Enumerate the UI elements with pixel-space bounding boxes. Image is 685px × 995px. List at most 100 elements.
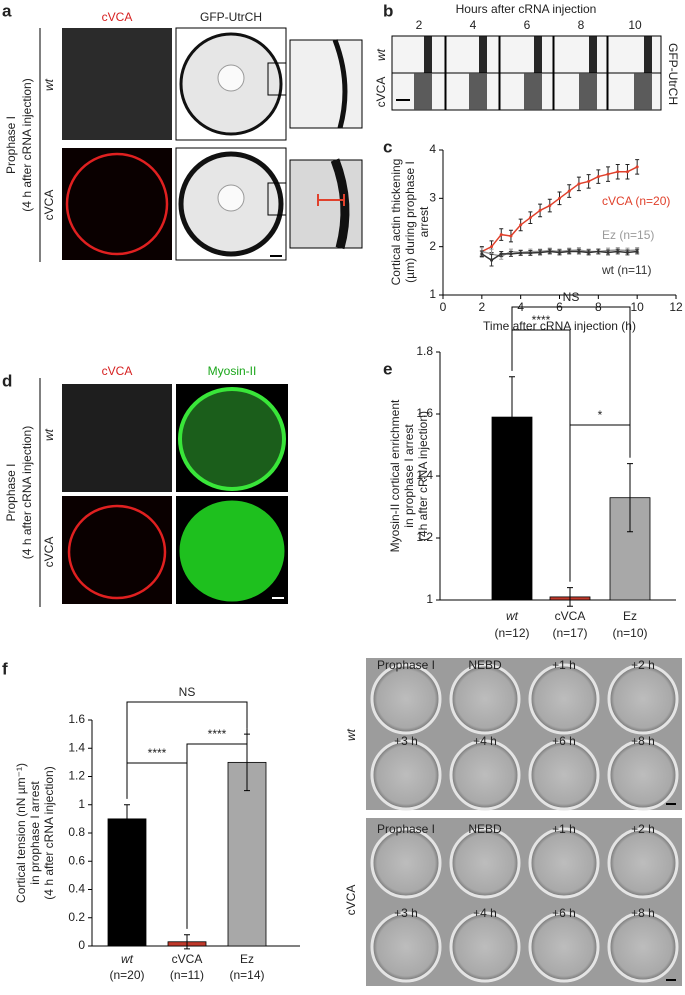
- significance-bracket: [126, 701, 248, 799]
- y-axis-label: Cortical tension (nN µm⁻¹): [14, 763, 28, 903]
- hour-label: 8: [578, 18, 585, 32]
- time-label: +4 h: [473, 906, 497, 920]
- time-label: NEBD: [468, 658, 502, 672]
- oocyte-dic: [449, 739, 521, 811]
- zoom-cortex: [332, 39, 348, 129]
- channel-label: GFP-UtrCH: [200, 10, 262, 24]
- significance-label: *: [598, 408, 603, 422]
- oocyte-myosin: [179, 500, 285, 602]
- point: [567, 189, 571, 193]
- nucleus: [217, 184, 245, 212]
- oocyte-dic: [528, 911, 600, 983]
- kymo-cortex: [634, 73, 652, 110]
- kymo-cortex: [534, 36, 542, 73]
- oocyte-dic: [370, 663, 442, 735]
- point: [490, 245, 494, 249]
- panel-letter: a: [2, 1, 12, 20]
- point: [606, 250, 610, 254]
- oocyte-dic: [370, 739, 442, 811]
- kymo-cortex: [644, 36, 652, 73]
- x-axis-label: Time after cRNA injection (h): [483, 319, 636, 333]
- y-tick-label: 1.4: [68, 740, 85, 754]
- row-label: wt: [374, 48, 388, 61]
- hour-label: 10: [628, 18, 642, 32]
- panel-letter: c: [383, 137, 392, 156]
- kymo-image: [499, 35, 554, 74]
- hour-label: 6: [524, 18, 531, 32]
- x-tick-label: wt: [506, 609, 519, 623]
- y-tick-label: 1: [429, 287, 436, 301]
- panel-letter: d: [2, 371, 12, 390]
- x-tick-sublabel: (n=10): [612, 626, 647, 640]
- time-label: +3 h: [394, 906, 418, 920]
- point: [558, 196, 561, 200]
- point: [587, 250, 591, 254]
- panel-letter: f: [2, 659, 8, 678]
- significance-bracket: [186, 728, 248, 929]
- significance-label: NS: [563, 290, 580, 304]
- row-label: wt: [42, 428, 56, 441]
- row-label: cVCA: [42, 190, 56, 221]
- image-red: [62, 148, 172, 260]
- point: [635, 165, 639, 169]
- oocyte-dic: [607, 739, 679, 811]
- kymo-image: [553, 35, 608, 74]
- oocyte-dic: [449, 911, 521, 983]
- condition-label: Prophase I: [4, 116, 18, 174]
- hour-label: 2: [416, 18, 423, 32]
- error-bar: [627, 463, 633, 533]
- nucleus: [217, 64, 245, 92]
- y-tick-label: 1.2: [68, 769, 85, 783]
- row-label: wt: [42, 78, 56, 91]
- y-tick-label: 1.8: [416, 344, 433, 358]
- kymo-image: [391, 35, 446, 74]
- kymo-cortex: [469, 73, 487, 110]
- condition-label: (4 h after cRNA injection): [20, 78, 34, 211]
- zoom-box: [267, 182, 287, 216]
- significance-label: NS: [179, 685, 196, 699]
- y-axis-label: (µm) during prophase I: [403, 161, 417, 283]
- legend-label: wt (n=11): [601, 263, 651, 277]
- point: [548, 204, 552, 208]
- significance-label: ****: [208, 727, 227, 741]
- row-label: cVCA: [42, 537, 56, 568]
- channel-label: cVCA: [102, 364, 133, 378]
- panel-letter: e: [383, 359, 392, 378]
- zoom-box: [267, 62, 287, 96]
- kymo-image: [445, 35, 500, 74]
- oocyte-dic: [370, 827, 442, 899]
- point: [596, 250, 600, 253]
- oocyte-dic: [449, 827, 521, 899]
- y-tick-label: 0.4: [68, 882, 85, 896]
- time-label: Prophase I: [377, 658, 435, 672]
- cortex-ring: [65, 152, 169, 256]
- point: [625, 170, 629, 174]
- x-tick-label: Ez: [623, 609, 637, 623]
- point: [490, 258, 494, 262]
- x-tick-label: 12: [669, 300, 683, 314]
- panel-letter: b: [383, 1, 393, 20]
- y-axis-label: Cortical actin thickening: [389, 159, 403, 286]
- significance-label: ****: [532, 313, 551, 327]
- oocyte-dic: [607, 911, 679, 983]
- y-tick-label: 0.6: [68, 853, 85, 867]
- image-red: [62, 28, 172, 140]
- error-bar: [567, 587, 573, 607]
- channel-label: cVCA: [102, 10, 133, 24]
- cortex-ring: [67, 504, 167, 600]
- kymo-cortex: [424, 36, 432, 73]
- point: [548, 250, 552, 253]
- error-bar: [184, 934, 190, 950]
- y-tick-label: 1.4: [416, 468, 433, 482]
- point: [509, 252, 513, 256]
- oocyte-myosin: [178, 387, 286, 491]
- y-tick-label: 0.2: [68, 910, 85, 924]
- row-label: cVCA: [374, 77, 388, 108]
- oocyte-dic: [528, 663, 600, 735]
- point: [596, 175, 600, 179]
- time-label: +8 h: [631, 906, 655, 920]
- time-label: Prophase I: [377, 822, 435, 836]
- kymo-cortex: [414, 73, 432, 110]
- y-axis-label: in prophase I arrest: [28, 781, 42, 885]
- y-tick-label: 1: [78, 797, 85, 811]
